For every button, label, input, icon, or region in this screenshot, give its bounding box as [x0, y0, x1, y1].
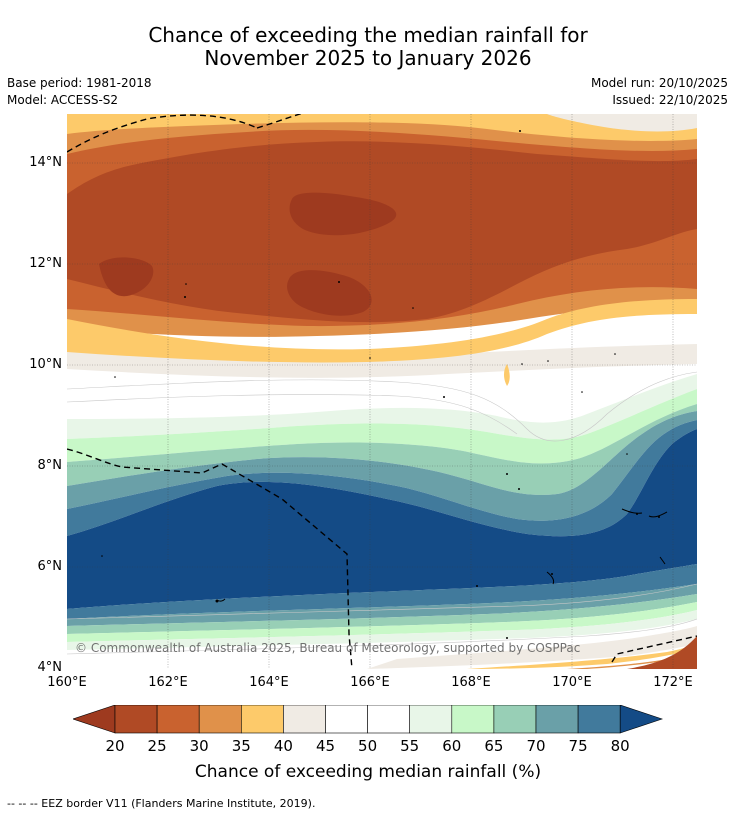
colorbar-tick-label: 50 — [358, 737, 378, 755]
lat-label-12n: 12°N — [29, 256, 62, 271]
band-85 — [67, 429, 697, 609]
lon-label-164e: 164°E — [249, 675, 289, 690]
lon-label-172e: 172°E — [653, 675, 693, 690]
colorbar-cell — [114, 705, 158, 734]
copyright-watermark: © Commonwealth of Australia 2025, Bureau… — [75, 641, 581, 655]
band-60 — [67, 374, 697, 440]
colorbar-cell — [409, 705, 453, 734]
band-25 — [67, 141, 697, 323]
band-75b — [67, 584, 697, 626]
band-40c — [467, 644, 697, 669]
lon-label-162e: 162°E — [148, 675, 188, 690]
band-65 — [67, 389, 697, 464]
colorbar-tick-label: 20 — [105, 737, 125, 755]
colorbar-extend-low — [73, 705, 116, 734]
eez-border — [67, 114, 697, 669]
lat-label-6n: 6°N — [37, 559, 63, 574]
colorbar-label: Chance of exceeding median rainfall (%) — [194, 762, 542, 782]
lon-label-168e: 168°E — [451, 675, 491, 690]
map-title-line1: Chance of exceeding the median rainfall … — [148, 23, 588, 47]
colorbar-tick-label: 55 — [400, 737, 420, 755]
colorbar-tick-label: 40 — [273, 737, 293, 755]
band-80b — [67, 564, 697, 619]
lat-label-10n: 10°N — [29, 357, 62, 372]
colorbar-tick-label: 80 — [610, 737, 630, 755]
colorbar-tick-label: 35 — [231, 737, 251, 755]
colorbar-cell — [156, 705, 200, 734]
band-20 — [289, 192, 397, 236]
lat-label-14n: 14°N — [29, 155, 62, 170]
band-65b — [67, 602, 697, 642]
colorbar-cell — [367, 705, 411, 734]
colorbar-tick-label: 25 — [147, 737, 167, 755]
lon-label-170e: 170°E — [552, 675, 592, 690]
band-20 — [287, 270, 372, 316]
band-70b — [67, 594, 697, 634]
colorbar-cell — [325, 705, 368, 734]
colorbar-cell — [198, 705, 242, 734]
colorbar-tick-label: 30 — [189, 737, 209, 755]
band-40d — [504, 364, 510, 386]
islands — [101, 130, 660, 639]
lon-label-160e: 160°E — [47, 675, 87, 690]
colorbar-cell — [577, 705, 621, 734]
base-period-text: Base period: 1981-2018 — [7, 76, 152, 90]
colorbar-tick-label: 75 — [568, 737, 588, 755]
model-run-text: Model run: 20/10/2025 — [590, 76, 728, 90]
issued-text: Issued: 22/10/2025 — [612, 93, 728, 107]
colorbar-tick-label: 45 — [315, 737, 336, 755]
map-title-line2: November 2025 to January 2026 — [204, 46, 532, 70]
colorbar-tick-label: 60 — [442, 737, 462, 755]
lat-label-4n: 4°N — [37, 660, 63, 675]
band-25b — [627, 636, 697, 669]
colorbar-cell — [241, 705, 284, 734]
lat-label-8n: 8°N — [37, 458, 63, 473]
colorbar-extend-high — [619, 705, 663, 734]
colorbar-cell — [535, 705, 579, 734]
band-70 — [67, 404, 697, 495]
model-text: Model: ACCESS-S2 — [7, 93, 119, 107]
eez-footnote: -- -- -- EEZ border V11 (Flanders Marine… — [7, 797, 316, 810]
colorbar-cell — [283, 705, 326, 734]
band-20 — [99, 257, 154, 297]
colorbar-tick-label: 70 — [526, 737, 546, 755]
band-45b — [367, 626, 697, 669]
colorbar-tick-label: 65 — [484, 737, 504, 755]
band-40b — [67, 299, 697, 363]
colorbar — [73, 705, 663, 734]
colorbar-cell — [451, 705, 495, 734]
band-60b — [67, 610, 697, 650]
band-45c — [547, 114, 697, 132]
lon-label-166e: 166°E — [350, 675, 390, 690]
colorbar-cell — [493, 705, 537, 734]
rainfall-map — [67, 114, 697, 669]
